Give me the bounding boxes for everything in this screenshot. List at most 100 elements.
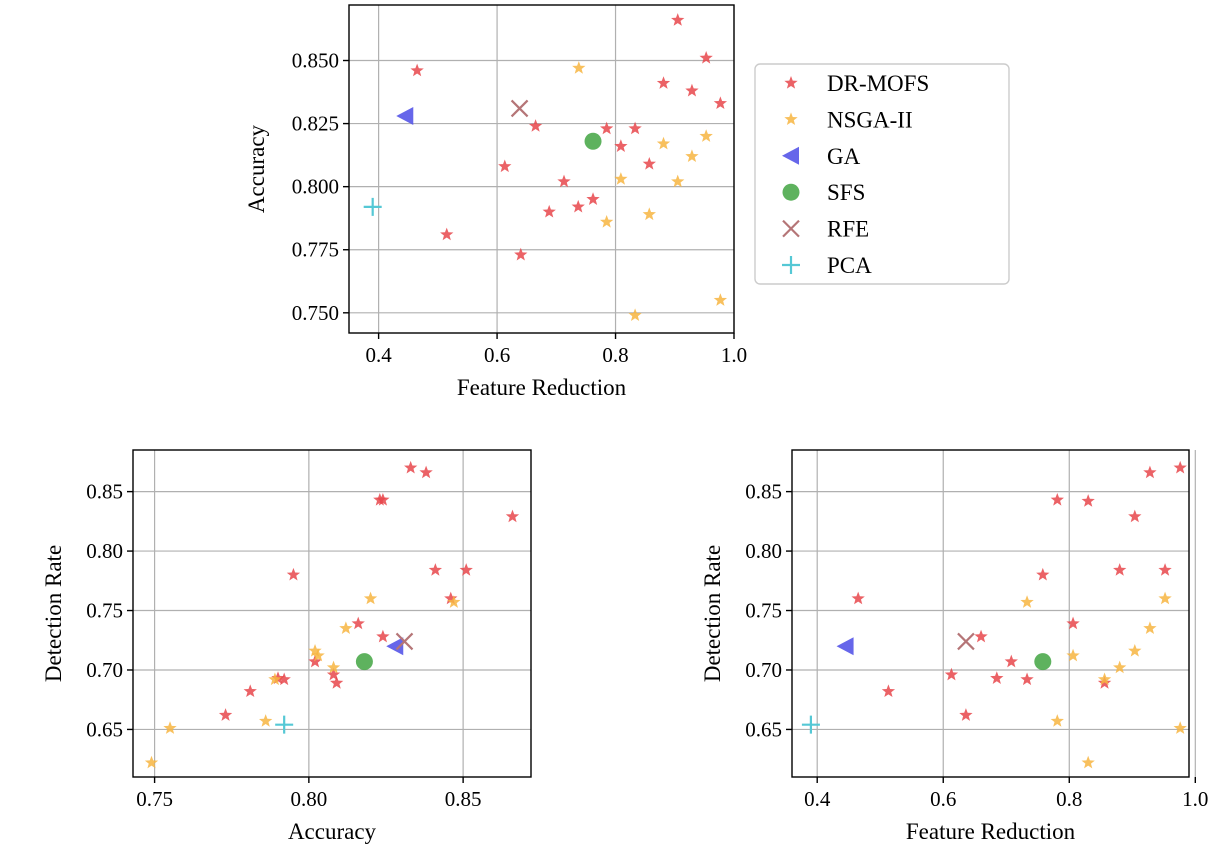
point-dr-mofs	[326, 667, 341, 681]
legend-item-nsga-ii: NSGA-II	[784, 107, 913, 132]
point-dr-mofs	[542, 204, 556, 218]
point-dr-mofs	[685, 83, 699, 97]
point-ga	[396, 107, 414, 126]
series-sfs	[355, 653, 373, 671]
x-axis-label: Accuracy	[288, 819, 377, 844]
x-tick-label: 0.80	[290, 787, 327, 811]
y-axis-label: Accuracy	[244, 124, 269, 213]
point-ga	[386, 637, 404, 656]
y-tick-label: 0.775	[292, 238, 339, 262]
y-tick-label: 0.70	[745, 658, 782, 682]
point-dr-mofs	[440, 227, 454, 241]
point-dr-mofs	[656, 76, 671, 89]
legend-marker-sfs	[782, 183, 800, 201]
point-pca	[363, 197, 382, 216]
series-pca	[363, 197, 382, 216]
legend-item-sfs: SFS	[782, 180, 865, 205]
point-dr-mofs	[243, 684, 257, 698]
point-dr-mofs	[218, 708, 233, 721]
point-nsga-ii	[656, 136, 671, 150]
point-dr-mofs	[959, 708, 973, 721]
y-tick-label: 0.85	[86, 480, 123, 504]
point-dr-mofs	[277, 672, 291, 686]
y-axis-label: Detection Rate	[700, 545, 725, 682]
point-nsga-ii	[311, 648, 325, 662]
point-dr-mofs	[881, 684, 896, 698]
legend-marker-rfe	[782, 219, 800, 238]
legend-marker-dr-mofs	[784, 76, 798, 89]
point-nsga-ii	[1050, 714, 1064, 727]
point-dr-mofs	[376, 629, 390, 643]
point-nsga-ii	[671, 174, 685, 188]
y-tick-label: 0.75	[86, 599, 123, 623]
point-dr-mofs	[571, 199, 585, 213]
point-nsga-ii	[326, 660, 341, 674]
x-tick-label: 0.4	[804, 787, 831, 811]
x-tick-label: 0.4	[365, 343, 392, 367]
legend-item-dr-mofs: DR-MOFS	[784, 71, 929, 96]
point-nsga-ii	[642, 207, 656, 221]
y-tick-label: 0.65	[745, 717, 782, 741]
series-nsga-ii	[144, 591, 461, 769]
point-nsga-ii	[1097, 672, 1112, 686]
point-dr-mofs	[557, 174, 571, 188]
point-dr-mofs	[713, 96, 728, 110]
point-nsga-ii	[1128, 643, 1142, 657]
point-dr-mofs	[699, 50, 713, 64]
legend: DR-MOFS NSGA-II GA SFS RFE PCA	[754, 63, 1010, 285]
legend-item-pca: PCA	[782, 253, 872, 278]
y-tick-label: 0.80	[86, 539, 123, 563]
point-dr-mofs	[1066, 616, 1080, 630]
y-tick-label: 0.75	[745, 599, 782, 623]
legend-label: SFS	[827, 180, 865, 205]
point-dr-mofs	[351, 616, 365, 630]
legend-label: GA	[827, 144, 861, 169]
x-tick-label: 0.8	[602, 343, 628, 367]
point-dr-mofs	[528, 119, 543, 132]
point-nsga-ii	[699, 129, 713, 142]
series-sfs	[1034, 653, 1052, 671]
point-nsga-ii	[713, 293, 728, 306]
point-nsga-ii	[163, 721, 177, 734]
point-dr-mofs	[308, 654, 322, 668]
series-pca	[801, 715, 820, 734]
series-ga	[836, 637, 854, 656]
point-dr-mofs	[410, 63, 424, 77]
point-sfs	[1034, 653, 1052, 671]
point-dr-mofs	[851, 591, 865, 605]
series-dr-mofs	[410, 13, 728, 261]
x-axis-label: Feature Reduction	[906, 819, 1076, 844]
point-nsga-ii	[1173, 721, 1187, 734]
y-tick-label: 0.800	[292, 175, 339, 199]
point-nsga-ii	[1158, 591, 1172, 605]
point-dr-mofs	[614, 139, 628, 152]
point-nsga-ii	[628, 308, 642, 321]
point-nsga-ii	[572, 61, 586, 74]
point-dr-mofs	[444, 591, 458, 605]
x-tick-label: 0.6	[484, 343, 510, 367]
legend-marker-ga	[782, 146, 799, 165]
legend-item-rfe: RFE	[782, 217, 869, 242]
axes-frame	[132, 449, 532, 778]
point-dr-mofs	[944, 667, 959, 681]
point-nsga-ii	[1066, 648, 1080, 662]
detection-rate-vs-accuracy-plot: 0.75 0.80 0.85 0.65 0.70 0.75 0.80 0.85 Accuracy…	[41, 449, 532, 844]
legend-label: RFE	[827, 217, 869, 242]
point-dr-mofs	[1004, 654, 1018, 668]
x-tick-label: 1.0	[1182, 787, 1208, 811]
y-tick-label: 0.750	[292, 301, 339, 325]
y-tick-label: 0.70	[86, 658, 123, 682]
axes-frame	[791, 449, 1190, 778]
point-dr-mofs	[671, 13, 685, 26]
point-nsga-ii	[308, 643, 322, 657]
point-nsga-ii	[1081, 755, 1095, 769]
y-tick-label: 0.825	[292, 112, 339, 136]
y-tick-label: 0.85	[745, 480, 782, 504]
point-nsga-ii	[1143, 621, 1157, 635]
point-nsga-ii	[600, 214, 614, 228]
point-nsga-ii	[1113, 660, 1127, 674]
x-tick-label: 0.85	[445, 787, 482, 811]
point-dr-mofs	[286, 567, 301, 581]
point-dr-mofs	[459, 563, 473, 576]
